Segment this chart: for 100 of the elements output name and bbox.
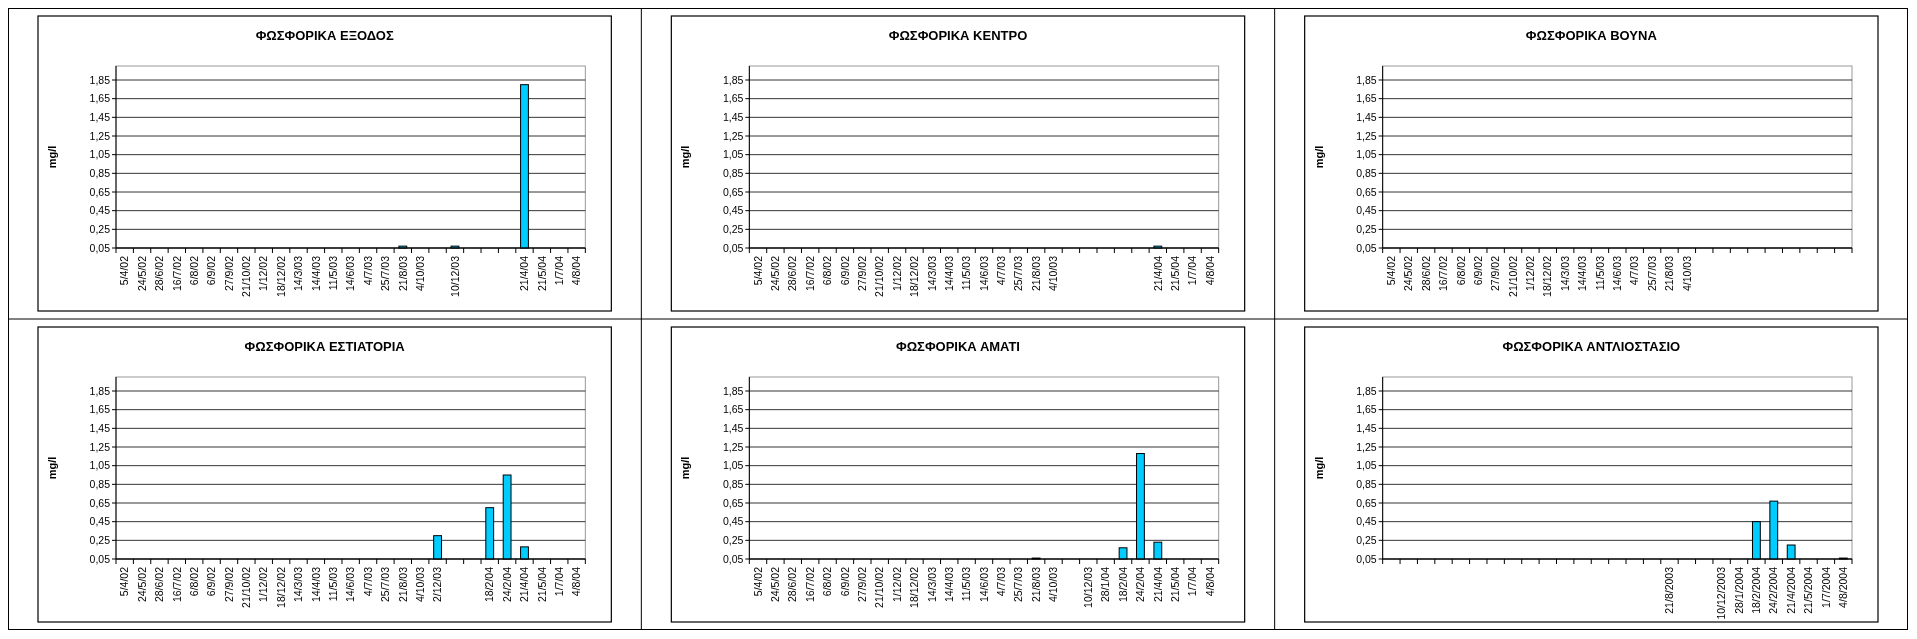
x-tick-label: 14/4/03 [942,566,955,603]
x-tick-label: 21/8/03 [1029,566,1042,603]
x-tick-label: 1/7/04 [1186,566,1199,597]
x-tick-label: 18/12/02 [274,255,287,297]
x-tick-label: 14/6/03 [977,255,990,292]
y-tick-label: 0,45 [89,204,111,217]
x-tick-label: 1/7/2004 [1819,566,1832,608]
y-tick-label: 0,65 [1356,185,1377,198]
y-tick-label: 1,25 [89,440,111,453]
x-tick-label: 4/8/2004 [1836,566,1849,608]
x-tick-label: 14/4/03 [1576,255,1589,292]
x-tick-label: 4/7/03 [361,566,374,597]
x-tick-label: 21/8/03 [396,566,409,603]
x-tick-label: 10/12/03 [448,255,461,297]
x-tick-label: 10/12/2003 [1715,566,1728,620]
y-tick-label: 0,85 [722,167,744,180]
x-tick-label: 11/5/03 [960,255,973,291]
y-tick-label: 0,65 [722,496,744,509]
x-tick-label: 14/3/03 [292,566,305,603]
x-tick-label: 27/9/02 [1489,255,1502,292]
x-tick-label: 28/1/04 [1099,566,1112,603]
y-tick-label: 0,85 [722,478,744,491]
x-tick-label: 27/9/02 [856,566,868,603]
x-tick-label: 1/12/02 [890,255,903,292]
x-tick-label: 1/12/02 [257,255,270,292]
x-tick-label: 5/4/02 [118,255,131,286]
x-tick-label: 16/7/02 [170,566,183,603]
y-tick-label: 0,25 [722,534,744,547]
chart-title: ΦΩΣΦΟΡΙΚΑ ΚΕΝΤΡΟ [888,28,1028,43]
chart-title: ΦΩΣΦΟΡΙΚΑ ΒΟΥΝΑ [1525,28,1658,43]
x-tick-label: 24/5/02 [135,566,148,603]
x-tick-label: 18/2/2004 [1750,566,1763,614]
y-tick-label: 1,65 [722,403,744,416]
x-tick-label: 14/6/03 [344,566,357,603]
x-tick-label: 4/7/03 [1628,255,1641,286]
x-tick-label: 24/5/02 [769,255,782,292]
y-tick-label: 1,45 [1356,111,1377,124]
y-tick-label: 0,65 [89,185,111,198]
y-tick-label: 0,25 [722,223,744,236]
y-tick-label: 1,45 [722,422,744,435]
x-tick-label: 21/10/02 [240,566,253,608]
x-tick-label: 5/4/02 [751,255,764,286]
y-tick-label: 1,05 [1356,148,1377,161]
x-tick-label: 21/5/04 [535,255,548,292]
y-tick-label: 0,05 [89,552,111,565]
x-tick-label: 21/8/03 [1029,255,1042,292]
x-tick-label: 21/8/2003 [1663,566,1676,614]
chart-title: ΦΩΣΦΟΡΙΚΑ ΕΞΟΔΟΣ [255,28,394,43]
x-tick-label: 24/2/04 [1134,566,1147,603]
x-tick-label: 4/7/03 [995,255,1008,286]
x-tick-label: 1/7/04 [1186,255,1199,286]
x-tick-label: 11/5/03 [960,566,973,602]
y-tick-label: 0,05 [1356,552,1377,565]
y-tick-label: 1,85 [89,73,111,86]
chart-title: ΦΩΣΦΟΡΙΚΑ ΑΜΑΤΙ [896,339,1020,354]
x-tick-label: 14/3/03 [292,255,305,292]
y-tick-label: 1,85 [89,384,111,397]
x-tick-label: 4/7/03 [361,255,374,286]
x-tick-label: 6/8/02 [187,255,200,286]
x-tick-label: 25/7/03 [1012,566,1025,603]
x-tick-label: 5/4/02 [751,566,764,597]
y-axis-title: mg/l [1312,145,1325,169]
x-tick-label: 6/8/02 [821,566,834,597]
x-tick-label: 21/5/04 [1168,255,1181,292]
x-tick-label: 4/8/04 [1203,566,1216,597]
x-tick-label: 2/12/03 [431,566,444,603]
x-tick-label: 4/8/04 [570,255,583,286]
x-tick-label: 1/12/02 [1524,255,1537,292]
x-tick-label: 6/9/02 [838,255,851,286]
x-tick-label: 28/6/02 [786,566,799,603]
y-tick-label: 1,45 [89,111,111,124]
x-tick-label: 4/10/03 [1680,255,1693,292]
x-tick-label: 4/8/04 [1203,255,1216,286]
y-tick-label: 1,65 [1356,403,1377,416]
x-tick-label: 4/10/03 [413,566,426,603]
x-tick-label: 11/5/03 [1593,255,1606,291]
x-tick-label: 6/9/02 [205,255,218,286]
x-tick-label: 14/3/03 [925,255,938,292]
x-tick-label: 28/6/02 [786,255,799,292]
x-tick-label: 14/4/03 [309,255,322,292]
x-tick-label: 18/12/02 [908,566,921,608]
x-tick-label: 11/5/03 [326,255,339,291]
y-tick-label: 0,85 [89,478,111,491]
y-tick-label: 1,05 [89,459,111,472]
y-tick-label: 1,65 [1356,92,1377,105]
x-tick-label: 24/2/2004 [1767,566,1780,614]
x-tick-label: 21/10/02 [873,566,886,608]
x-tick-label: 14/6/03 [1611,255,1624,292]
y-tick-label: 0,05 [89,241,111,254]
x-tick-label: 16/7/02 [803,255,816,292]
y-tick-label: 1,45 [1356,422,1377,435]
x-tick-label: 1/12/02 [890,566,903,603]
y-tick-label: 0,05 [722,241,744,254]
y-tick-label: 1,05 [722,459,744,472]
x-tick-label: 24/5/02 [135,255,148,292]
x-tick-label: 21/4/2004 [1784,566,1797,614]
y-tick-label: 0,25 [89,223,111,236]
x-tick-label: 16/7/02 [170,255,183,292]
y-tick-label: 1,85 [1356,73,1377,86]
x-tick-label: 6/8/02 [187,566,200,597]
